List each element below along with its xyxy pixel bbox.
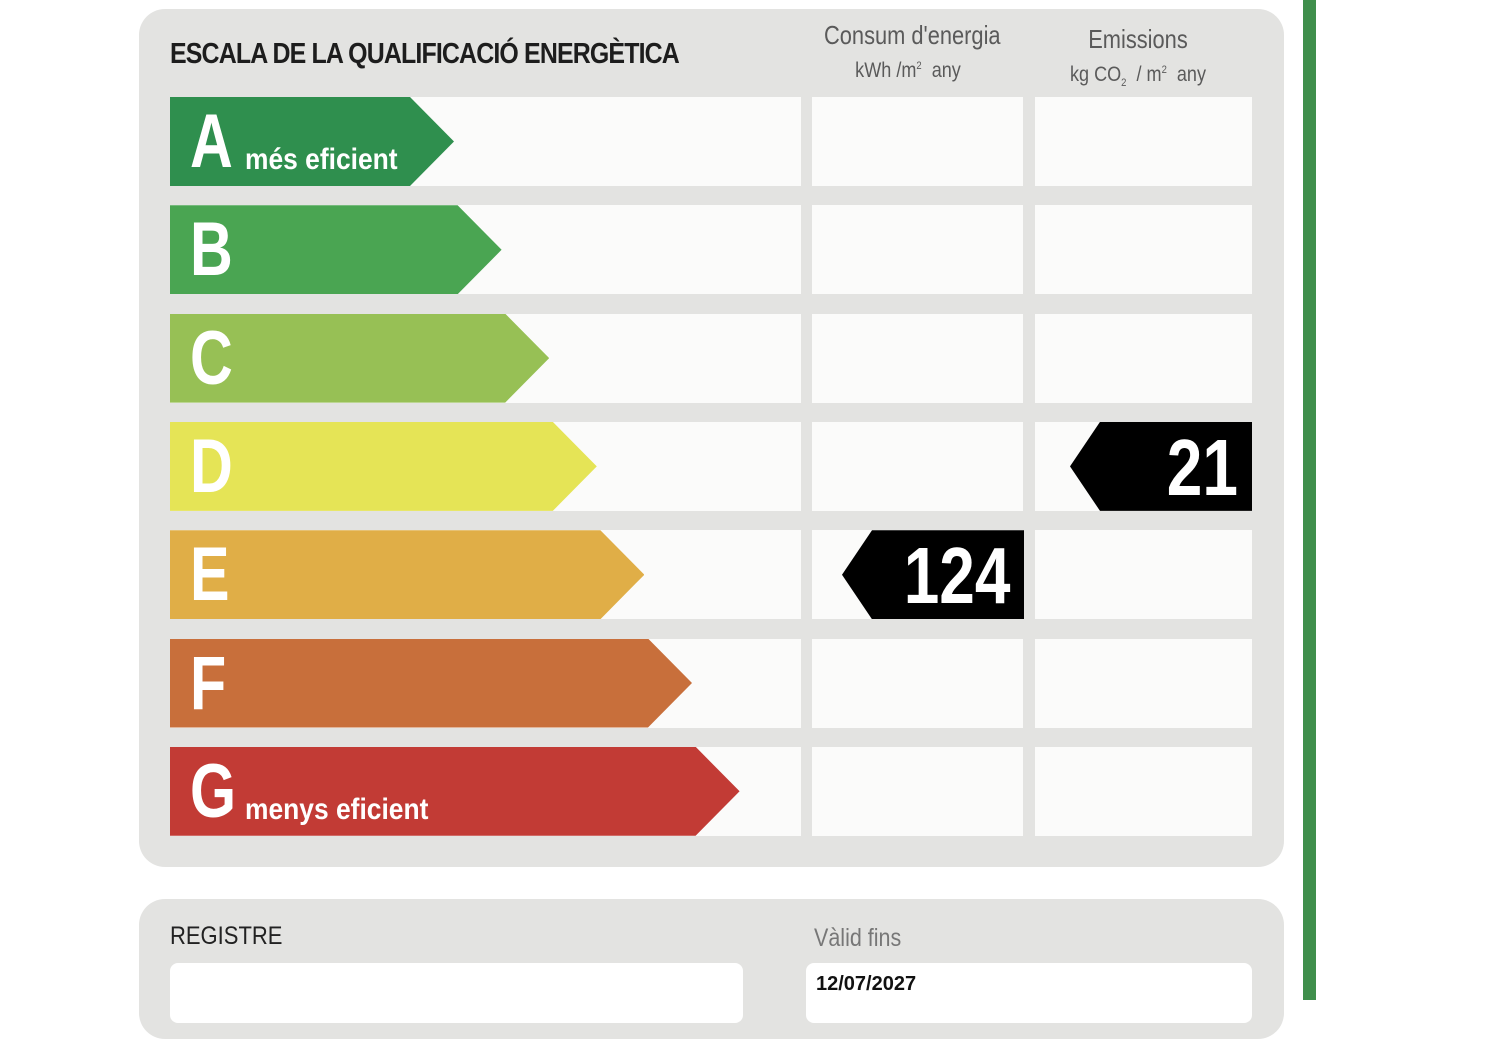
emissions-cell — [1035, 746, 1252, 836]
consum-cell — [812, 638, 1023, 728]
rating-letter: A — [190, 99, 233, 184]
emissions-result-value: 21 — [1166, 422, 1238, 512]
rating-bar-cell: C — [170, 313, 801, 403]
emissions-result-indicator: 21 — [1070, 421, 1252, 512]
emissions-cell — [1035, 97, 1252, 186]
rating-arrow-d: D — [170, 422, 597, 511]
registre-field — [170, 963, 743, 1023]
accent-side-line — [1303, 0, 1316, 1000]
scale-title: ESCALA DE LA QUALIFICACIÓ ENERGÈTICA — [170, 38, 680, 70]
rating-bar-cell: B — [170, 205, 801, 295]
consum-cell — [812, 746, 1023, 836]
consum-cell — [812, 205, 1023, 295]
valid-until-date: 12/07/2027 — [816, 973, 917, 995]
rating-bar-cell: D — [170, 421, 801, 511]
consum-cell — [812, 97, 1023, 186]
rating-bar-cell: E — [170, 530, 801, 620]
rating-letter: B — [190, 207, 233, 293]
rating-bar-cell: F — [170, 638, 801, 728]
consum-result-indicator: 124 — [842, 530, 1024, 621]
emissions-cell — [1035, 530, 1252, 620]
consum-result-value: 124 — [903, 531, 1010, 621]
rating-arrow-f: F — [170, 639, 692, 728]
rating-arrow-e: E — [170, 530, 644, 619]
valid-until-field: 12/07/2027 — [806, 963, 1252, 1023]
consum-cell — [812, 421, 1023, 511]
emissions-label: Emissions — [1088, 24, 1188, 54]
consum-cell — [812, 313, 1023, 403]
rating-letter: E — [190, 532, 230, 618]
column-header-emissions: Emissions kg CO2 / m2 any — [1038, 24, 1238, 89]
consum-label: Consum d'energia — [824, 20, 1001, 50]
rating-subtitle: menys eficient — [245, 792, 429, 826]
column-header-consum: Consum d'energia kWh /m2 any — [808, 20, 1008, 83]
rating-letter: D — [190, 423, 233, 509]
rating-letter: C — [190, 315, 233, 401]
valid-until-label: Vàlid fins — [814, 924, 902, 952]
rating-letter: G — [190, 748, 237, 834]
emissions-cell — [1035, 313, 1252, 403]
emissions-unit: kg CO2 / m2 any — [1069, 63, 1206, 90]
emissions-cell — [1035, 205, 1252, 295]
rating-arrow-b: B — [170, 205, 502, 294]
rating-arrow-c: C — [170, 314, 549, 403]
rating-subtitle: més eficient — [245, 143, 398, 176]
registre-label: REGISTRE — [170, 922, 283, 950]
emissions-cell — [1035, 638, 1252, 728]
rating-letter: F — [190, 640, 227, 726]
consum-unit: kWh /m2 any — [855, 59, 961, 82]
